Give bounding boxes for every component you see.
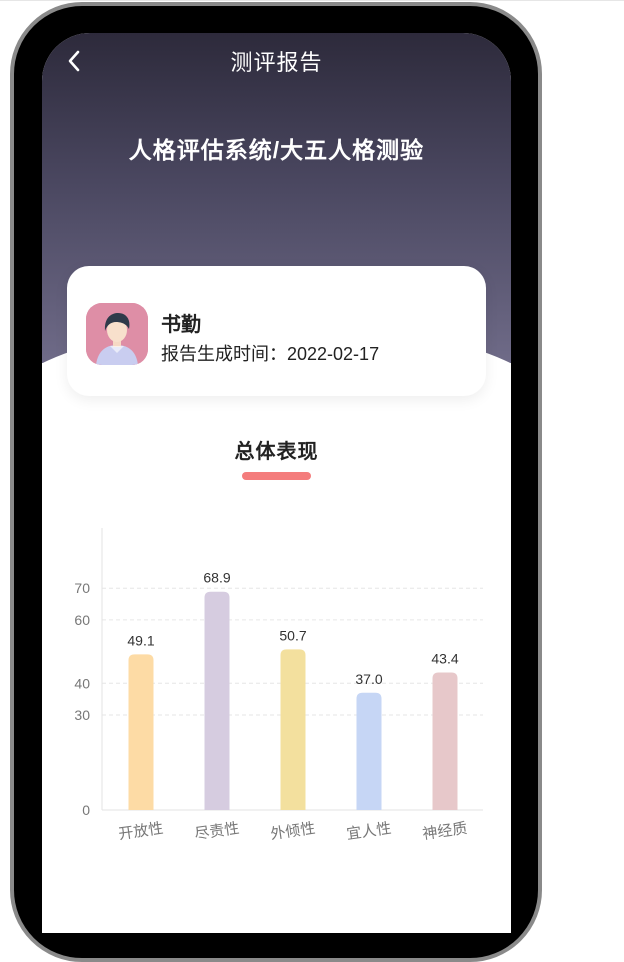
bar-value-label: 49.1 [127,632,154,648]
report-time-label: 报告生成时间： [161,344,287,364]
bar-value-label: 37.0 [355,671,382,687]
avatar [86,303,148,365]
x-tick-label: 宜人性 [345,820,392,843]
y-tick-label: 70 [74,580,90,596]
back-button[interactable] [62,49,86,73]
x-tick-label: 开放性 [117,820,164,843]
y-tick-label: 0 [82,802,90,818]
bar[interactable] [356,692,382,810]
report-time: 报告生成时间：2022-02-17 [161,340,379,366]
section-title: 总体表现 [234,441,319,463]
y-tick-label: 60 [74,612,90,628]
user-card: 书勤 报告生成时间：2022-02-17 [67,266,486,396]
bar-value-label: 50.7 [279,627,306,643]
nav-bar: 测评报告 [42,33,511,93]
bar[interactable] [204,591,230,810]
y-tick-label: 30 [74,707,90,723]
user-avatar-icon [86,303,148,365]
bar[interactable] [280,649,306,810]
page-title: 测评报告 [230,50,323,75]
y-tick-label: 40 [74,675,90,691]
system-title: 人格评估系统/大五人格测验 [128,137,425,163]
bar[interactable] [432,672,458,810]
section-underline [242,472,311,480]
x-tick-label: 神经质 [421,820,468,843]
x-tick-label: 尽责性 [193,820,240,843]
bar[interactable] [128,654,154,810]
x-tick-label: 外倾性 [269,820,316,843]
user-name: 书勤 [161,314,201,336]
bar-value-label: 68.9 [203,570,230,586]
chevron-left-icon [68,50,80,72]
bar-value-label: 43.4 [431,650,458,666]
report-date: 2022-02-17 [287,344,380,364]
app-screen: 测评报告 人格评估系统/大五人格测验 书勤 报告生成时间：2022-02-17 … [42,33,511,933]
page-top-rule [0,0,624,1]
bar-chart: 0 30 40 60 70 49.1 开放性 68.9 尽责性 50.7 外倾性 37.0 宜人性 43.… [74,528,483,843]
